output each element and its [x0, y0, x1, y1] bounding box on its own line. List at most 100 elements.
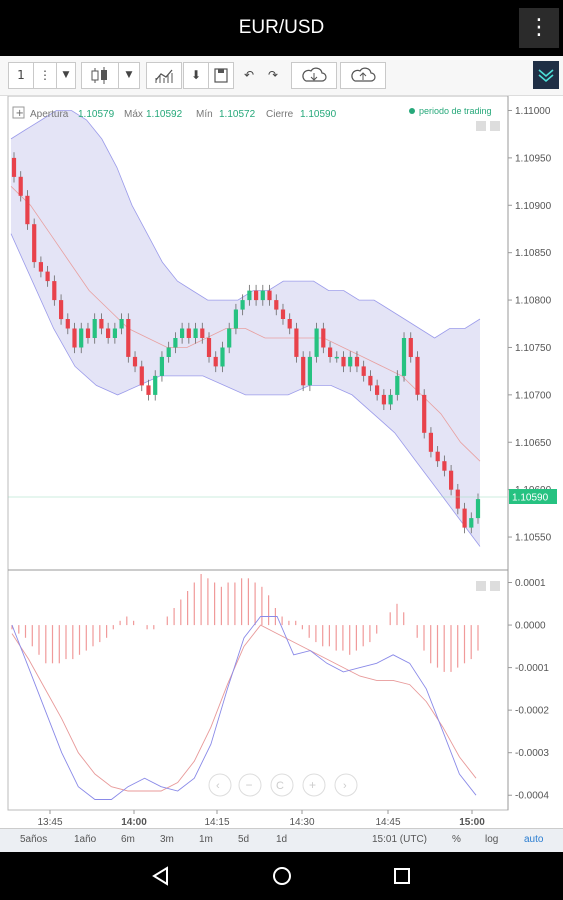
close-value: 1.10590 [300, 109, 337, 120]
range-1m[interactable]: 1m [199, 834, 213, 845]
candle [52, 281, 57, 301]
bollinger-lower-line [10, 233, 481, 547]
candle [45, 271, 50, 282]
zoom-in-icon[interactable] [302, 773, 326, 797]
macd-pane-close-icon[interactable] [490, 581, 500, 591]
download-icon[interactable]: ⬇ [183, 62, 209, 89]
collapse-icon[interactable] [533, 61, 559, 89]
candle [254, 290, 259, 301]
undo-icon[interactable]: ↶ [243, 68, 255, 82]
legend-toggle-icon[interactable] [12, 106, 25, 119]
android-nav-bar [0, 852, 563, 900]
save-icon[interactable] [208, 62, 234, 89]
range-5d[interactable]: 5d [238, 834, 250, 845]
candle [132, 356, 138, 367]
candle [247, 290, 252, 301]
price-tick-label: 1.11000 [515, 106, 551, 117]
period-button[interactable]: 1 [8, 62, 34, 89]
candle-type-icon[interactable] [81, 62, 119, 89]
macd-pane-up-icon[interactable] [476, 581, 486, 591]
macd-tick-label: -0.0001 [515, 663, 549, 674]
range-6m[interactable]: 6m [121, 834, 135, 845]
chart-svg[interactable]: 1.11000 1.10950 1.10900 1.10850 1.10800 1.107… [0, 96, 563, 828]
cloud-upload-icon[interactable] [340, 62, 386, 89]
max-label: Máx [124, 109, 143, 120]
candle [428, 432, 433, 452]
candle [220, 347, 225, 367]
price-tick-label: 1.10900 [515, 201, 552, 212]
candle [381, 394, 386, 405]
candle [166, 347, 171, 357]
dropdown-icon[interactable]: ▼ [118, 62, 140, 89]
pane-up-icon[interactable] [476, 121, 486, 131]
candle [119, 319, 124, 329]
price-tick-label: 1.10750 [515, 343, 552, 354]
candle [462, 508, 467, 528]
candle [455, 489, 460, 509]
candle [65, 319, 70, 329]
recents-icon[interactable] [390, 864, 414, 888]
reset-zoom-icon[interactable] [270, 773, 294, 797]
candle [361, 366, 366, 376]
scroll-right-icon[interactable] [334, 773, 358, 797]
chart-area[interactable]: 1.11000 1.10950 1.10900 1.10850 1.10800 1.107… [0, 96, 563, 828]
candle [401, 338, 407, 376]
indicators-icon[interactable] [146, 62, 182, 89]
close-label: Cierre [266, 109, 294, 120]
redo-icon[interactable]: ↷ [267, 68, 279, 82]
candle [32, 224, 37, 263]
bollinger-upper-line [10, 110, 481, 339]
candle [99, 319, 104, 329]
candle [79, 328, 84, 348]
range-5y[interactable]: 5años [20, 834, 48, 845]
macd-tick-label: -0.0004 [515, 791, 549, 802]
percent-toggle[interactable]: % [452, 834, 461, 845]
candle [388, 394, 393, 405]
candle [227, 328, 232, 348]
candle [368, 375, 373, 386]
price-tick-label: 1.10850 [515, 248, 552, 259]
app-title: EUR/USD [238, 17, 325, 38]
auto-toggle[interactable]: auto [524, 834, 544, 845]
price-tick-label: 1.10550 [515, 533, 552, 544]
pane-close-icon[interactable] [490, 121, 500, 131]
range-1y[interactable]: 1año [74, 834, 97, 845]
more-icon[interactable]: ⋮ [33, 62, 57, 89]
macd-signal-line [11, 624, 477, 792]
time-tick-label: 13:45 [37, 817, 62, 828]
candle [422, 394, 427, 433]
back-icon[interactable] [149, 864, 173, 888]
candle [294, 328, 299, 357]
svg-text:+: + [309, 778, 316, 792]
candle [180, 328, 185, 338]
svg-text:‹: ‹ [216, 780, 220, 792]
candle [206, 338, 212, 357]
candle [328, 347, 333, 357]
utc-clock: 15:01 (UTC) [372, 834, 428, 845]
candle [435, 451, 440, 462]
candle [153, 375, 158, 395]
min-label: Mín [196, 109, 213, 120]
log-toggle[interactable]: log [485, 834, 499, 845]
range-bar: 5años 1año 6m 3m 1m 5d 1d 15:01 (UTC) % … [0, 828, 563, 852]
min-value: 1.10572 [219, 109, 256, 120]
scroll-left-icon[interactable] [208, 773, 232, 797]
candle [186, 328, 191, 338]
cloud-download-icon[interactable] [291, 62, 337, 89]
range-1d[interactable]: 1d [276, 834, 288, 845]
zoom-out-icon[interactable] [238, 773, 262, 797]
candle [240, 300, 245, 310]
time-tick-label: 15:00 [459, 817, 485, 828]
candle [213, 356, 218, 367]
home-icon[interactable] [270, 864, 294, 888]
candle [475, 499, 481, 519]
candle [348, 356, 353, 367]
more-vertical-icon[interactable]: ⋮ [519, 8, 559, 48]
dropdown-icon[interactable]: ▼ [56, 62, 76, 89]
candle [307, 356, 312, 386]
range-3m[interactable]: 3m [160, 834, 174, 845]
candle [321, 328, 326, 348]
time-tick-label: 14:00 [121, 817, 147, 828]
time-tick-label: 14:45 [375, 817, 400, 828]
